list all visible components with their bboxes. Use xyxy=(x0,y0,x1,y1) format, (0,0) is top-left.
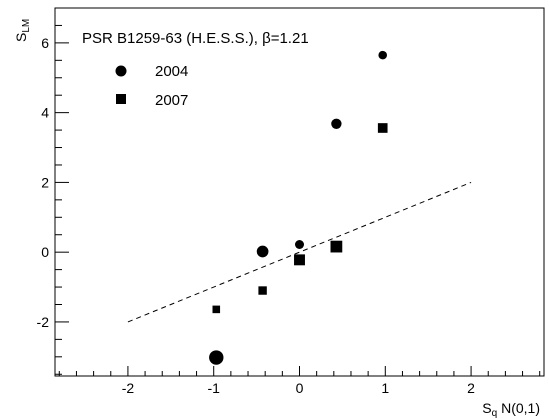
point-2004 xyxy=(209,350,224,365)
y-tick-label: 4 xyxy=(41,105,49,121)
x-axis-label: Sq N(0,1) xyxy=(482,400,540,419)
legend-marker-2007 xyxy=(116,94,126,104)
y-tick-label: 6 xyxy=(41,35,49,51)
x-tick-label: 1 xyxy=(381,380,389,396)
x-axis: -2 -1 0 1 2 xyxy=(58,366,541,396)
point-2004 xyxy=(256,245,269,258)
legend-label-2004: 2004 xyxy=(155,63,188,80)
x-tick-label: 0 xyxy=(296,380,304,396)
point-2007 xyxy=(258,286,267,295)
chart-title: PSR B1259-63 (H.E.S.S.), β=1.21 xyxy=(82,30,309,47)
point-2004 xyxy=(378,50,387,60)
y-axis-label: SLM xyxy=(13,19,32,42)
point-2007 xyxy=(212,305,221,314)
point-2007 xyxy=(330,240,343,253)
point-2004 xyxy=(331,118,342,129)
data-markers xyxy=(209,50,388,365)
x-tick-label: 2 xyxy=(467,380,475,396)
point-2007 xyxy=(377,123,388,133)
x-tick-label: -2 xyxy=(122,380,135,396)
point-2004 xyxy=(295,239,304,249)
y-tick-label: -2 xyxy=(37,314,50,330)
y-tick-label: 0 xyxy=(41,244,49,260)
legend-label-2007: 2007 xyxy=(155,92,188,109)
plot-frame xyxy=(54,7,545,377)
legend-marker-2004 xyxy=(115,65,127,77)
reference-line xyxy=(127,181,472,323)
y-tick-label: 2 xyxy=(41,174,49,190)
y-axis: -2 0 2 4 6 xyxy=(37,7,69,375)
legend: PSR B1259-63 (H.E.S.S.), β=1.21 2004 200… xyxy=(82,30,309,109)
x-tick-label: -1 xyxy=(207,380,220,396)
point-2007 xyxy=(294,254,305,266)
